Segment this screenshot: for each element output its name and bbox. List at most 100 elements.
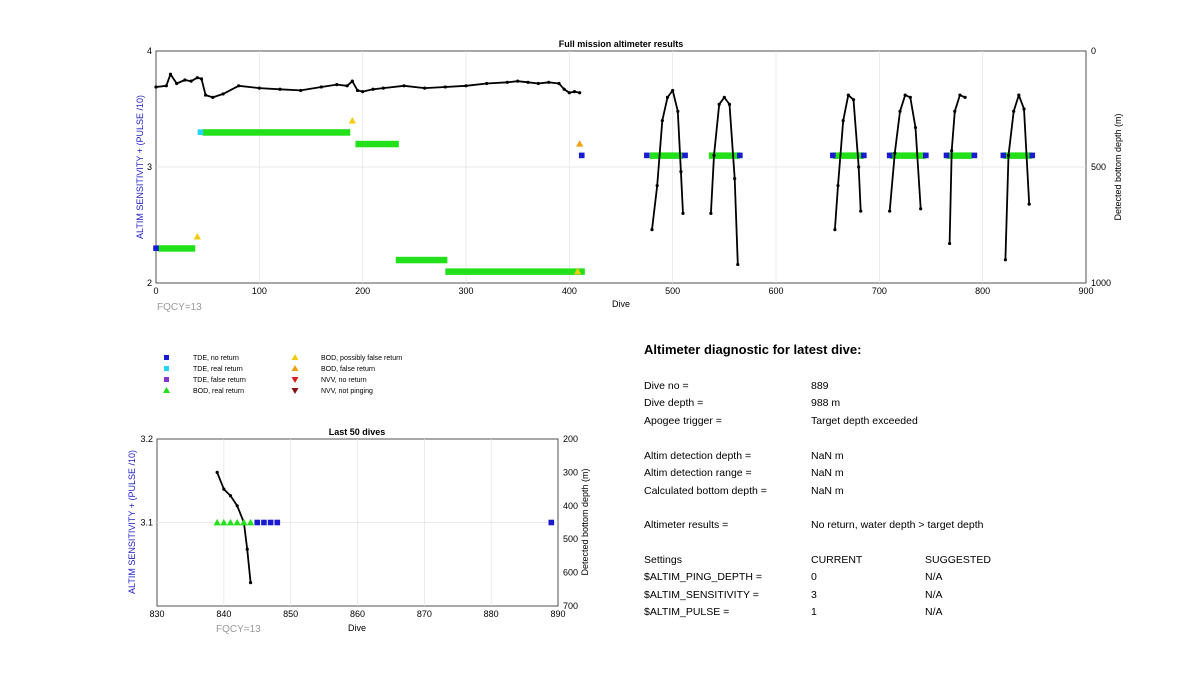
pulse-suggested: N/A <box>925 606 943 618</box>
depth-trace-point <box>859 209 863 213</box>
depth-trace-point <box>681 211 685 215</box>
depth-trace-point <box>1017 93 1021 97</box>
x-tick-label: 600 <box>768 286 783 296</box>
depth-trace-point <box>547 80 551 84</box>
legend-tde-no-return: TDE, no return <box>193 355 239 362</box>
tde-no-return-marker <box>548 519 555 526</box>
depth-trace-point <box>221 92 225 96</box>
depth-trace-point <box>913 125 918 130</box>
data-marks <box>153 72 1036 275</box>
y2-tick-label: 500 <box>1091 162 1106 172</box>
apogee-label: Apogee trigger = <box>644 415 722 427</box>
bod-real-return-segment <box>708 152 740 159</box>
legend-marker-bod-false-return <box>291 365 299 371</box>
depth-trace-point <box>841 119 845 123</box>
x-tick-label: 880 <box>484 609 499 619</box>
dive-depth-label: Dive depth = <box>644 397 704 409</box>
depth-trace-point <box>319 85 323 89</box>
depth-trace-point <box>727 102 732 106</box>
depth-trace-point <box>722 95 726 99</box>
tde-no-return-marker <box>886 152 893 159</box>
depth-trace-point <box>557 81 561 86</box>
detection-depth-label: Altim detection depth = <box>644 450 752 462</box>
depth-trace-point <box>893 151 897 155</box>
bod-possibly-false-marker <box>348 117 356 124</box>
legend-marker-bod-possibly-false <box>291 354 299 360</box>
depth-trace-point <box>189 79 193 83</box>
x-tick-label: 840 <box>216 609 231 619</box>
current-header: CURRENT <box>811 554 863 566</box>
pulse-current: 1 <box>811 606 817 618</box>
x-tick-labels: 830 840 850 860 870 880 890 <box>149 609 565 619</box>
depth-trace-line <box>1004 94 1031 260</box>
bod-real-return-segment <box>832 152 864 159</box>
depth-trace-point <box>950 149 954 153</box>
bod-real-return-segment <box>395 256 448 264</box>
x-tick-label: 870 <box>417 609 432 619</box>
depth-trace-point <box>679 170 683 174</box>
detection-range-value: NaN m <box>811 467 844 479</box>
depth-trace-point <box>665 95 670 99</box>
y-tick-label: 2 <box>147 278 152 288</box>
bod-real-return-marker <box>213 518 221 526</box>
ping-depth-suggested: N/A <box>925 571 943 583</box>
depth-trace-point <box>345 84 349 88</box>
settings-header: Settings <box>644 554 682 566</box>
depth-trace-point <box>948 241 952 246</box>
y-tick-label: 4 <box>147 46 152 56</box>
depth-trace-point <box>676 109 680 113</box>
tde-no-return-marker <box>267 519 274 526</box>
y2-tick-label: 1000 <box>1091 278 1111 288</box>
y-tick-label: 3.1 <box>140 518 153 528</box>
depth-trace-point <box>671 88 675 93</box>
legend-nvv-not-pinging: NVV, not pinging <box>321 388 373 395</box>
chart-title: Last 50 dives <box>329 427 386 437</box>
depth-trace-point <box>361 90 365 94</box>
y2-tick-label: 300 <box>563 467 578 477</box>
y2-tick-label: 0 <box>1091 46 1096 56</box>
x-tick-label: 800 <box>975 286 990 296</box>
legend-bod-real-return: BOD, real return <box>193 388 244 395</box>
depth-trace-point <box>919 207 923 211</box>
x-tick-label: 200 <box>355 286 370 296</box>
altimeter-results-label: Altimeter results = <box>644 519 729 531</box>
x-tick-label: 400 <box>562 286 577 296</box>
depth-trace-point <box>211 95 215 99</box>
depth-trace-point <box>443 85 447 89</box>
legend-tde-false-return: TDE, false return <box>193 377 246 384</box>
depth-trace-point <box>1022 107 1026 111</box>
x-axis-label: Dive <box>612 299 630 309</box>
depth-trace-point <box>660 119 664 123</box>
depth-trace-point <box>836 183 840 188</box>
y2-tick-label: 400 <box>563 501 578 511</box>
depth-trace-point <box>733 177 737 181</box>
tde-no-return-marker <box>153 245 159 251</box>
bod-real-return-segment <box>1003 152 1033 159</box>
y-tick-label: 3.2 <box>140 434 153 444</box>
detection-depth-value: NaN m <box>811 450 844 462</box>
legend-nvv-no-return: NVV, no return <box>321 377 367 384</box>
x-tick-label: 300 <box>458 286 473 296</box>
ping-depth-current: 0 <box>811 571 817 583</box>
depth-trace-point <box>175 81 179 86</box>
depth-trace-point <box>154 85 158 89</box>
bod-real-return-marker <box>220 518 228 526</box>
depth-trace-point <box>183 78 187 82</box>
depth-trace-point <box>505 80 509 84</box>
bod-real-return-segment <box>355 140 399 148</box>
y-tick-labels: 2 3 4 <box>147 46 152 288</box>
legend-marker-tde-no-return <box>164 355 169 360</box>
tde-no-return-marker <box>254 519 261 526</box>
depth-trace-point <box>888 209 892 213</box>
depth-trace-point <box>562 87 566 91</box>
tde-no-return-marker <box>1029 152 1036 159</box>
depth-trace-point <box>953 109 957 113</box>
bod-real-return-segment <box>445 268 585 275</box>
tde-no-return-marker <box>578 152 585 159</box>
tde-no-return-marker <box>261 519 267 526</box>
tde-no-return-marker <box>274 519 281 526</box>
depth-trace-point <box>195 76 199 80</box>
depth-trace-point <box>228 494 233 498</box>
calculated-bottom-value: NaN m <box>811 485 844 497</box>
x-tick-label: 100 <box>252 286 267 296</box>
